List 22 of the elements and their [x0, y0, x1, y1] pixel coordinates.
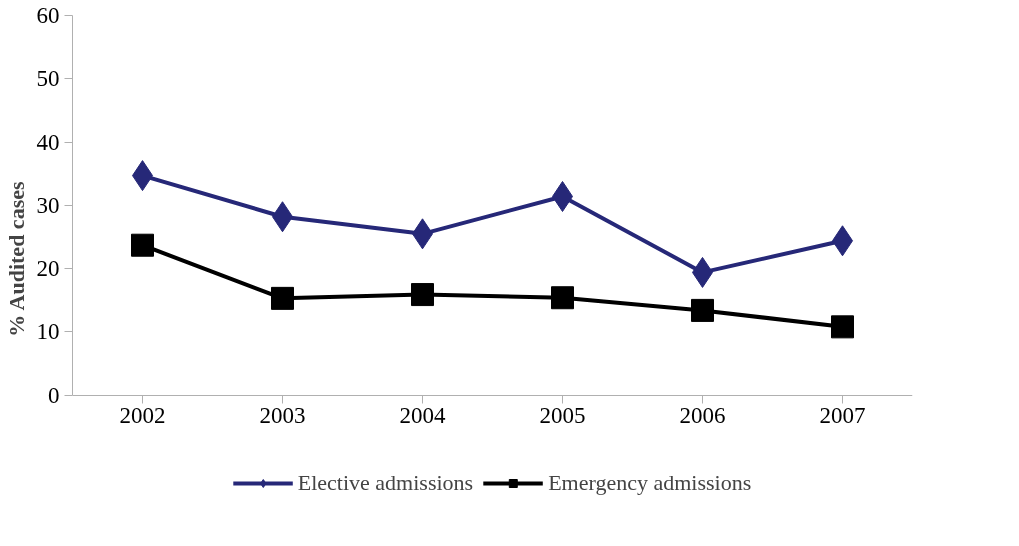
y-tick-label: 60	[36, 3, 60, 28]
y-tick-label: 0	[48, 382, 60, 408]
x-tick-label: 2006	[679, 403, 726, 429]
x-tick-label: 2005	[539, 403, 586, 429]
y-tick-label: 20	[36, 256, 60, 282]
y-tick-label: 40	[36, 129, 60, 155]
point	[271, 286, 294, 310]
x-tick-label: 2007	[819, 403, 866, 429]
y-tick-label: 10	[36, 319, 60, 345]
point	[831, 315, 854, 339]
x-tick-label: 2003	[259, 403, 306, 429]
y-tick-label: 50	[36, 66, 60, 92]
legend-label: Elective admissions	[297, 470, 474, 496]
point	[411, 283, 434, 307]
point	[691, 298, 714, 322]
point	[131, 233, 154, 257]
point	[551, 286, 574, 310]
legend-label: Emergency admissions	[548, 470, 752, 496]
y-axis-title: % Audited cases	[3, 181, 29, 337]
y-tick-label: 30	[36, 192, 60, 218]
x-tick-label: 2004	[399, 403, 446, 429]
x-tick-label: 2002	[119, 403, 166, 429]
